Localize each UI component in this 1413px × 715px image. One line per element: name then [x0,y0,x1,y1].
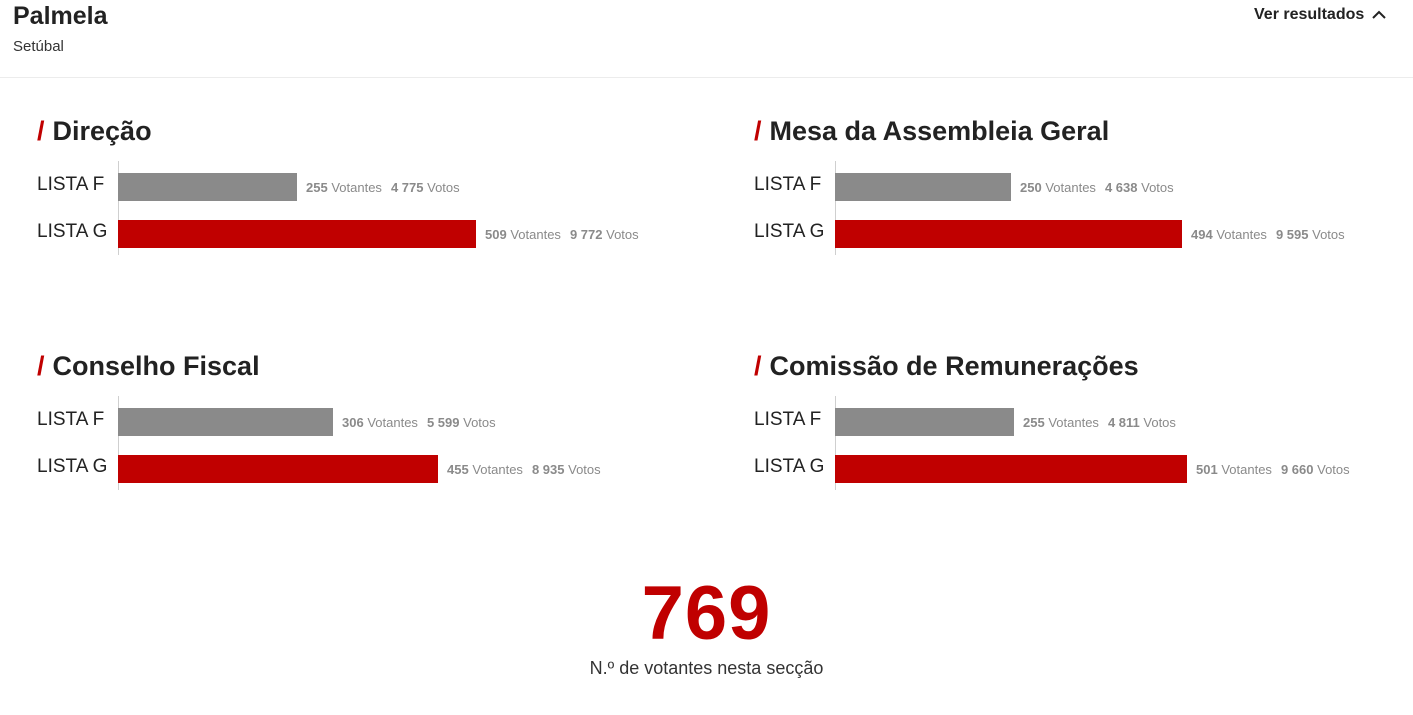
bar-lista-g [118,220,476,248]
slash-mark: / [37,116,45,146]
list-label: LISTA G [37,221,108,242]
section-title: / Mesa da Assembleia Geral [754,116,1109,147]
bar-lista-f [118,173,297,201]
total-voters-caption: N.º de votantes nesta secção [589,658,824,678]
list-label: LISTA G [754,221,825,242]
list-label: LISTA G [37,456,108,477]
bar-stats: 255 Votantes 4 811 Votos [1023,415,1176,430]
bar-lista-f [835,408,1014,436]
list-label: LISTA F [37,174,105,195]
toggle-results-label: Ver resultados [1254,6,1365,23]
axis-line [835,161,836,255]
bar-stats: 494 Votantes 9 595 Votos [1191,227,1345,242]
list-item: LISTA G 501 Votantes 9 660 Votos [754,455,1413,483]
list-item: LISTA G 494 Votantes 9 595 Votos [754,220,1413,248]
section-title-text: Direção [52,116,152,146]
bar-lista-f [118,408,333,436]
bar-stats: 501 Votantes 9 660 Votos [1196,462,1350,477]
bar-stats: 455 Votantes 8 935 Votos [447,462,601,477]
bar-lista-f [835,173,1011,201]
slash-mark: / [754,116,762,146]
bar-stats: 306 Votantes 5 599 Votos [342,415,496,430]
page-title: Palmela [13,2,108,30]
header: Palmela Setúbal Ver resultados [0,0,1413,78]
axis-line [118,396,119,490]
slash-mark: / [754,351,762,381]
bar-stats: 255 Votantes 4 775 Votos [306,180,460,195]
section-title: / Conselho Fiscal [37,351,260,382]
list-item: LISTA F 250 Votantes 4 638 Votos [754,173,1413,201]
bar-stats: 509 Votantes 9 772 Votos [485,227,639,242]
page-subtitle: Setúbal [13,38,64,55]
section-title-text: Mesa da Assembleia Geral [769,116,1110,146]
list-item: LISTA F 306 Votantes 5 599 Votos [37,408,737,436]
section-title-text: Conselho Fiscal [52,351,260,381]
section-conselho-fiscal: / Conselho Fiscal LISTA F 306 Votantes 5 5… [37,351,677,511]
slash-mark: / [37,351,45,381]
list-item: LISTA G 509 Votantes 9 772 Votos [37,220,737,248]
total-voters-count: 769 [641,571,772,656]
bar-lista-g [835,220,1182,248]
section-direcao: / Direção LISTA F 255 Votantes 4 775 Votos… [37,116,677,276]
list-label: LISTA F [37,409,105,430]
list-label: LISTA F [754,174,822,195]
bar-lista-g [118,455,438,483]
list-item: LISTA F 255 Votantes 4 775 Votos [37,173,737,201]
section-title: / Direção [37,116,152,147]
section-mesa-assembleia-geral: / Mesa da Assembleia Geral LISTA F 250 Vo… [754,116,1394,276]
chevron-up-icon [1372,10,1386,19]
section-comissao-remuneracoes: / Comissão de Remunerações LISTA F 255 Vo… [754,351,1394,511]
section-title: / Comissão de Remunerações [754,351,1139,382]
section-title-text: Comissão de Remunerações [769,351,1139,381]
toggle-results-button[interactable]: Ver resultados [1254,6,1386,24]
list-label: LISTA G [754,456,825,477]
bar-stats: 250 Votantes 4 638 Votos [1020,180,1174,195]
axis-line [118,161,119,255]
axis-line [835,396,836,490]
list-item: LISTA G 455 Votantes 8 935 Votos [37,455,737,483]
list-label: LISTA F [754,409,822,430]
bar-lista-g [835,455,1187,483]
list-item: LISTA F 255 Votantes 4 811 Votos [754,408,1413,436]
